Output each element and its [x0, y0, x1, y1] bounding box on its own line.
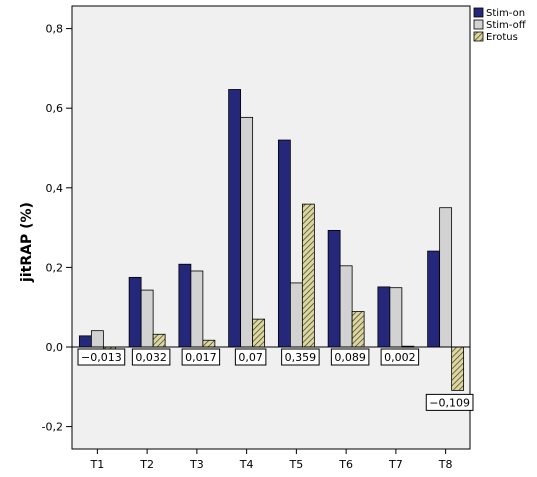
x-tick-label: T1: [90, 458, 105, 471]
y-tick-label: 0,4: [46, 182, 64, 195]
bar-stim-on-t8: [427, 250, 441, 348]
data-label-text: −0,013: [81, 351, 122, 364]
data-label-text: 0,032: [135, 351, 167, 364]
data-label-erotus-t2: 0,032: [131, 348, 171, 366]
x-tick-label: T2: [139, 458, 154, 471]
bar-stim-off-t3: [190, 270, 204, 348]
bar-stim-off-t6: [339, 265, 353, 348]
bar-erotus-t3: [202, 339, 216, 348]
plot-area: [71, 5, 471, 450]
data-label-erotus-t4: 0,07: [234, 348, 267, 366]
data-labels-group: −0,013 0,032 0,017 0,07 0,359 0,089 0,002 −0,10…: [77, 348, 474, 411]
bar-stim-on-t7: [377, 286, 391, 348]
data-label-erotus-t7: 0,002: [380, 348, 420, 366]
data-label-box: [131, 348, 171, 366]
x-tick-label: T6: [338, 458, 353, 471]
y-tick-label: 0,0: [46, 341, 64, 354]
bar-stim-off-t1: [90, 330, 104, 348]
bar-stim-off-t4: [240, 116, 254, 348]
data-label-erotus-t5: 0,359: [281, 348, 320, 366]
legend-swatch-erotus: [473, 31, 484, 42]
data-label-erotus-t6: 0,089: [330, 348, 370, 366]
y-tick-label: 0,2: [46, 261, 64, 274]
bar-stim-on-t6: [327, 229, 341, 348]
data-label-text: 0,359: [285, 351, 317, 364]
x-tick-label: T3: [189, 458, 204, 471]
data-label-erotus-t3: 0,017: [181, 348, 221, 366]
x-tick-label: T8: [438, 458, 453, 471]
bar-erotus-t6: [351, 311, 365, 348]
legend-swatch-stim-on: [473, 7, 484, 18]
legend-label-stim-off: Stim-off: [486, 20, 527, 31]
x-tick-label: T5: [289, 458, 304, 471]
y-axis: -0,2 0,0 0,2 0,4 0,6 0,8: [42, 23, 470, 434]
legend-swatch-stim-off: [473, 19, 484, 30]
data-label-box: [380, 348, 420, 366]
data-label-text: 0,089: [334, 351, 366, 364]
x-tick-label: T4: [239, 458, 254, 471]
data-label-text: 0,07: [238, 351, 263, 364]
bar-stim-off-t2: [140, 289, 154, 348]
data-label-box: [281, 348, 320, 366]
y-axis-title: jitRAP (%): [19, 202, 35, 283]
bar-stim-on-t5: [277, 139, 291, 348]
data-label-box: [181, 348, 221, 366]
bar-stim-on-t4: [228, 89, 242, 348]
legend-label-erotus: Erotus: [486, 32, 518, 43]
bar-erotus-t2: [152, 333, 166, 348]
bar-erotus-t5: [301, 203, 315, 348]
data-label-text: 0,017: [185, 351, 217, 364]
bar-stim-on-t3: [178, 263, 192, 348]
data-label-box: [77, 348, 126, 366]
x-axis: T1 T2 T3 T4 T5 T6 T7 T8: [90, 449, 453, 471]
bar-stim-off-t5: [289, 282, 303, 348]
y-tick-label: 0,6: [46, 102, 64, 115]
data-label-erotus-t1: −0,013: [77, 348, 126, 366]
bar-stim-off-t7: [389, 287, 403, 348]
bar-erotus-t8: [451, 346, 465, 391]
y-tick-label: 0,8: [46, 23, 64, 36]
y-tick-label: -0,2: [42, 421, 63, 434]
data-label-erotus-t8: −0,109: [425, 393, 474, 411]
data-label-text: −0,109: [429, 396, 470, 409]
data-label-box: [234, 348, 267, 366]
bars-group: [78, 89, 465, 391]
bar-erotus-t4: [252, 318, 266, 348]
bar-stim-off-t8: [439, 207, 453, 348]
bar-stim-on-t2: [128, 276, 142, 348]
data-label-box: [330, 348, 370, 366]
bar-stim-on-t1: [78, 335, 92, 348]
x-tick-label: T7: [388, 458, 403, 471]
data-label-box: [425, 393, 474, 411]
legend-label-stim-on: Stim-on: [486, 8, 525, 19]
data-label-text: 0,002: [384, 351, 416, 364]
